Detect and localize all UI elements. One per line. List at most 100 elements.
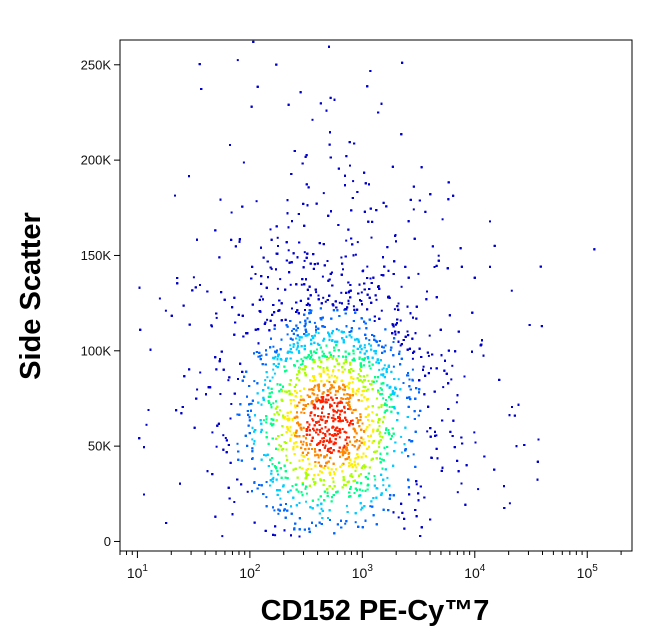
data-point xyxy=(298,379,301,382)
data-point xyxy=(330,416,333,419)
data-point xyxy=(199,371,202,374)
data-point xyxy=(305,357,308,359)
data-points xyxy=(138,40,596,538)
data-point xyxy=(368,342,371,345)
data-point xyxy=(276,287,279,290)
data-point xyxy=(302,403,305,406)
data-point xyxy=(354,253,357,256)
data-point xyxy=(442,386,445,389)
data-point xyxy=(366,265,369,268)
data-point xyxy=(211,431,214,434)
data-point xyxy=(145,423,148,426)
data-point xyxy=(384,432,387,435)
data-point xyxy=(399,319,402,322)
data-point xyxy=(305,492,308,495)
data-point xyxy=(291,419,294,422)
data-point xyxy=(360,508,363,511)
data-point xyxy=(272,476,275,479)
data-point xyxy=(252,442,255,445)
data-point xyxy=(224,437,227,439)
data-point xyxy=(371,411,374,414)
data-point xyxy=(311,418,314,421)
data-point xyxy=(379,435,382,438)
data-point xyxy=(302,440,305,443)
data-point xyxy=(381,392,384,395)
data-point xyxy=(314,384,316,387)
data-point xyxy=(279,409,281,412)
data-point xyxy=(382,374,385,377)
data-point xyxy=(164,309,167,312)
data-point xyxy=(323,352,325,355)
data-point xyxy=(285,454,288,457)
data-point xyxy=(379,431,382,434)
data-point xyxy=(372,420,375,423)
data-point xyxy=(382,367,385,370)
data-point xyxy=(412,453,415,456)
data-point xyxy=(271,376,274,379)
data-point xyxy=(255,200,258,203)
data-point xyxy=(347,302,350,305)
data-point xyxy=(275,365,278,368)
data-point xyxy=(324,300,327,303)
data-point xyxy=(473,431,476,434)
data-point xyxy=(400,435,403,438)
data-point xyxy=(276,236,279,239)
data-point xyxy=(367,379,370,382)
data-point xyxy=(360,291,363,294)
data-point xyxy=(400,285,403,288)
data-point xyxy=(286,333,289,336)
data-point xyxy=(269,228,272,231)
data-point xyxy=(257,355,260,358)
data-point xyxy=(227,379,230,382)
data-point xyxy=(355,466,358,469)
data-point xyxy=(322,296,325,299)
data-point xyxy=(338,301,341,304)
data-point xyxy=(158,297,161,300)
data-point xyxy=(356,241,359,244)
data-point xyxy=(310,468,313,471)
data-point xyxy=(337,355,340,358)
data-point xyxy=(300,358,303,361)
data-point xyxy=(341,428,344,430)
data-point xyxy=(411,368,414,371)
data-point xyxy=(385,427,388,430)
data-point xyxy=(380,406,383,408)
data-point xyxy=(342,397,344,400)
data-point xyxy=(313,321,316,324)
data-point xyxy=(277,512,280,515)
data-point xyxy=(276,349,278,352)
data-point xyxy=(386,476,389,479)
data-point xyxy=(273,372,276,375)
data-point xyxy=(310,354,313,357)
data-point xyxy=(292,446,295,448)
data-point xyxy=(397,378,400,381)
data-point xyxy=(373,475,376,477)
data-point xyxy=(511,406,513,408)
data-point xyxy=(233,501,236,503)
data-point xyxy=(477,488,480,491)
data-point xyxy=(318,359,321,362)
data-point xyxy=(251,438,254,441)
data-point xyxy=(354,521,357,524)
data-point xyxy=(343,308,346,311)
data-point xyxy=(347,402,350,405)
data-point xyxy=(262,419,265,422)
data-point xyxy=(313,386,316,389)
data-point xyxy=(266,376,269,379)
data-point xyxy=(295,391,298,394)
data-point xyxy=(373,320,376,322)
data-point xyxy=(236,59,239,62)
data-point xyxy=(450,378,453,381)
data-point xyxy=(230,211,233,214)
data-point xyxy=(380,309,383,312)
data-point xyxy=(363,344,366,347)
data-point xyxy=(330,374,333,377)
data-point xyxy=(196,388,199,391)
data-point xyxy=(317,456,320,459)
data-point xyxy=(415,483,418,486)
data-point xyxy=(270,267,273,270)
data-point xyxy=(382,397,385,400)
data-point xyxy=(303,412,306,414)
data-point xyxy=(317,365,319,368)
data-point xyxy=(305,500,308,503)
